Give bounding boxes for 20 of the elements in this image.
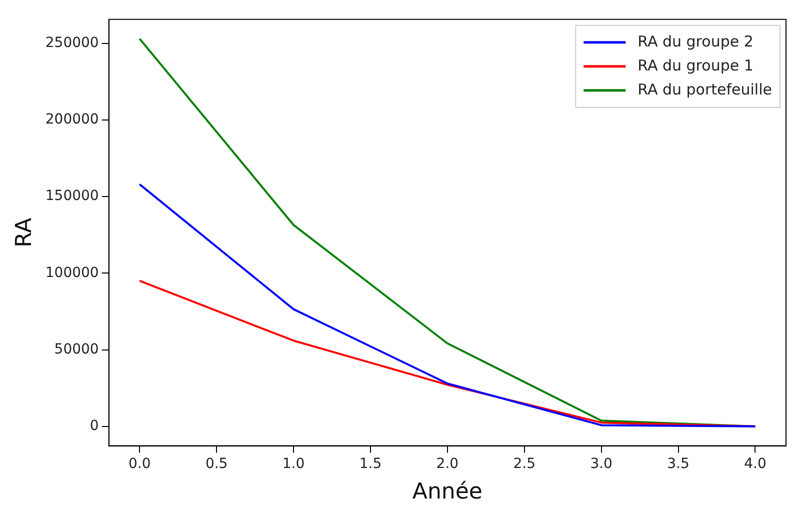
- y-tick-label: 150000: [45, 188, 99, 204]
- x-tick-label: 2.5: [513, 456, 536, 472]
- legend-label: RA du portefeuille: [638, 80, 772, 98]
- x-axis-title: Année: [412, 480, 482, 505]
- x-tick-label: 3.5: [667, 456, 690, 472]
- y-axis-title: RA: [12, 218, 37, 248]
- x-tick-label: 1.0: [282, 456, 305, 472]
- x-tick-label: 3.0: [590, 456, 612, 472]
- x-tick-label: 0.5: [205, 456, 228, 472]
- x-tick-label: 1.5: [359, 456, 382, 472]
- x-tick-label: 4.0: [744, 456, 766, 472]
- y-tick-label: 200000: [45, 112, 99, 128]
- y-tick-label: 0: [90, 418, 99, 434]
- legend-label: RA du groupe 1: [638, 56, 754, 74]
- legend-label: RA du groupe 2: [638, 32, 754, 50]
- y-tick-label: 100000: [45, 264, 99, 281]
- x-tick-label: 0.0: [128, 456, 151, 472]
- x-tick-label: 2.0: [436, 456, 459, 472]
- y-tick-label: 250000: [45, 35, 99, 52]
- y-tick-label: 50000: [54, 341, 99, 358]
